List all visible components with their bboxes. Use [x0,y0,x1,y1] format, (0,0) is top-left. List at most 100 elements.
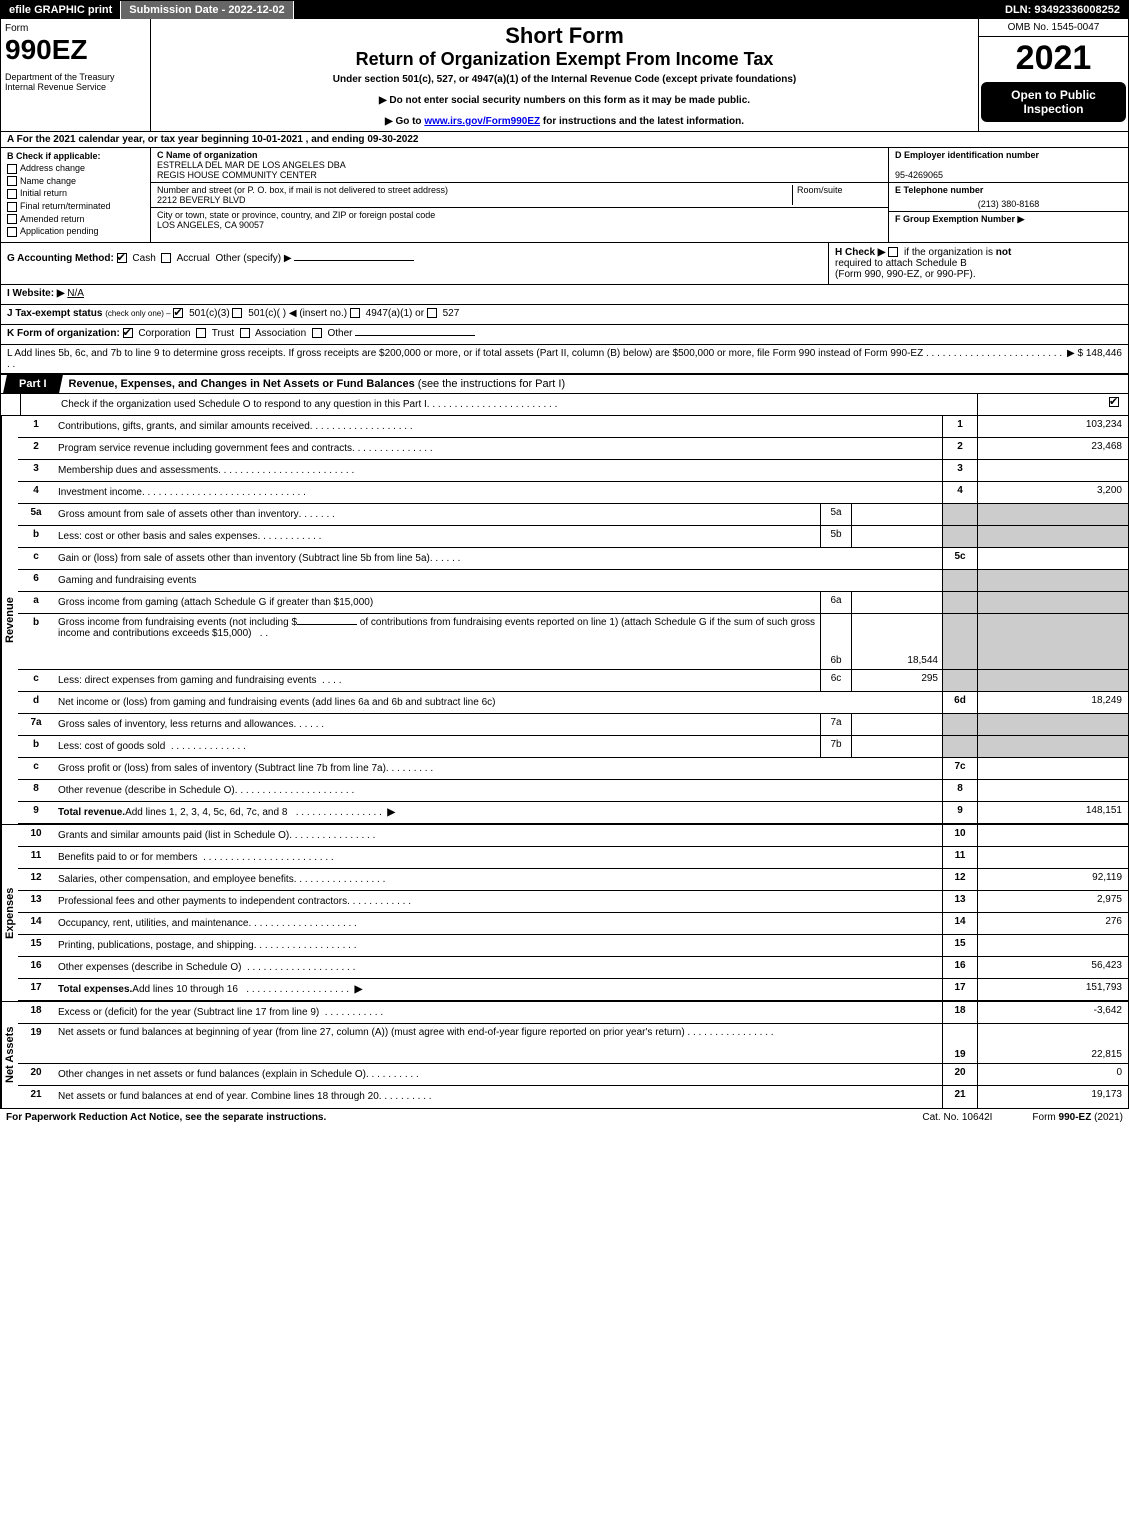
other-specify-input[interactable] [294,260,414,261]
j-sub: (check only one) ‒ [105,309,170,318]
h-label-3: required to attach Schedule B [835,258,967,269]
j-o4: 527 [443,308,460,319]
chk-corp-icon[interactable] [123,328,133,338]
chk-other-icon[interactable] [312,328,322,338]
checkbox-icon[interactable] [7,227,17,237]
j-o3: 4947(a)(1) or [366,308,424,319]
short-form-label: Short Form [155,23,974,49]
h-block: H Check ▶ if the organization is not req… [828,243,1128,284]
j-o1: 501(c)(3) [189,308,230,319]
line-5a: 5aGross amount from sale of assets other… [18,504,1128,526]
chk-4947-icon[interactable] [350,308,360,318]
line-7c: cGross profit or (loss) from sales of in… [18,758,1128,780]
k-o1: Corporation [138,328,190,339]
k-other-input[interactable] [355,335,475,336]
line-16: 16Other expenses (describe in Schedule O… [18,957,1128,979]
line-14: 14Occupancy, rent, utilities, and mainte… [18,913,1128,935]
line-6c: cLess: direct expenses from gaming and f… [18,670,1128,692]
address-block: Number and street (or P. O. box, if mail… [151,183,888,208]
chk-initial-return[interactable]: Initial return [7,188,144,199]
accrual-label: Accrual [177,253,210,264]
checkbox-h-icon[interactable] [888,247,898,257]
h-label-1: H Check ▶ [835,247,885,258]
chk-trust-icon[interactable] [196,328,206,338]
line-11: 11Benefits paid to or for members . . . … [18,847,1128,869]
i-label: I Website: ▶ [7,288,65,299]
line-8: 8Other revenue (describe in Schedule O) … [18,780,1128,802]
chk-application-pending[interactable]: Application pending [7,226,144,237]
chk-address-change[interactable]: Address change [7,163,144,174]
city-header: City or town, state or province, country… [157,210,435,220]
revenue-section: Revenue 1Contributions, gifts, grants, a… [1,416,1128,824]
line-6c-value: 295 [852,670,942,691]
chk-501c-icon[interactable] [232,308,242,318]
line-13-value: 2,975 [978,891,1128,912]
irs-link[interactable]: www.irs.gov/Form990EZ [424,116,540,127]
line-1-value: 103,234 [978,416,1128,437]
line-4-value: 3,200 [978,482,1128,503]
line-9: 9Total revenue. Add lines 1, 2, 3, 4, 5c… [18,802,1128,824]
checkbox-icon[interactable] [7,164,17,174]
street-address: 2212 BEVERLY BLVD [157,195,246,205]
expenses-tab: Expenses [1,825,18,1001]
line-19: 19Net assets or fund balances at beginni… [18,1024,1128,1064]
chk-label: Name change [20,176,76,186]
g-label: G Accounting Method: [7,253,114,264]
checkbox-icon[interactable] [7,189,17,199]
6b-contrib-input[interactable] [297,624,357,625]
chk-label: Address change [20,163,85,173]
chk-schedule-o-icon[interactable] [1109,397,1119,407]
line-21-value: 19,173 [978,1086,1128,1108]
addr-header: Number and street (or P. O. box, if mail… [157,185,448,195]
net-assets-tab: Net Assets [1,1002,18,1108]
instr-suffix: for instructions and the latest informat… [540,116,744,127]
j-o2b: ◀ (insert no.) [289,308,347,319]
line-6a: aGross income from gaming (attach Schedu… [18,592,1128,614]
arrow-icon: ▶ [355,984,363,995]
instruction-ssn: ▶ Do not enter social security numbers o… [155,95,974,106]
paperwork-notice: For Paperwork Reduction Act Notice, see … [6,1112,326,1123]
line-7b: bLess: cost of goods sold . . . . . . . … [18,736,1128,758]
line-4: 4Investment income . . . . . . . . . . .… [18,482,1128,504]
chk-527-icon[interactable] [427,308,437,318]
chk-501c3-icon[interactable] [173,308,183,318]
line-3: 3Membership dues and assessments . . . .… [18,460,1128,482]
l-gross-receipts-row: L Add lines 5b, 6c, and 7b to line 9 to … [1,345,1128,374]
telephone-block: E Telephone number (213) 380-8168 [889,183,1128,212]
k-o4: Other [327,328,352,339]
line-17-value: 151,793 [978,979,1128,1000]
checkbox-icon[interactable] [7,214,17,224]
chk-assoc-icon[interactable] [240,328,250,338]
b-header: B Check if applicable: [7,151,144,161]
submission-date-label: Submission Date - 2022-12-02 [121,1,293,19]
city-state-zip: LOS ANGELES, CA 90057 [157,220,264,230]
city-block: City or town, state or province, country… [151,208,888,232]
column-b: B Check if applicable: Address change Na… [1,148,151,242]
check-schedule-o-text: Check if the organization used Schedule … [57,394,942,415]
header-left: Form 990EZ Department of the Treasury In… [1,19,151,131]
checkbox-icon[interactable] [7,176,17,186]
part-1-badge: Part I [3,375,62,393]
footer-row: For Paperwork Reduction Act Notice, see … [0,1109,1129,1126]
form-footer-label: Form 990-EZ (2021) [1032,1112,1123,1123]
line-6d: dNet income or (loss) from gaming and fu… [18,692,1128,714]
room-suite-label: Room/suite [792,185,882,205]
checkbox-cash-icon[interactable] [117,253,127,263]
h-label-2: if the organization is [904,247,996,258]
efile-print-label[interactable]: efile GRAPHIC print [1,1,121,19]
chk-final-return[interactable]: Final return/terminated [7,201,144,212]
line-7a: 7aGross sales of inventory, less returns… [18,714,1128,736]
checkbox-accrual-icon[interactable] [161,253,171,263]
revenue-tab: Revenue [1,416,18,824]
j-tax-exempt-row: J Tax-exempt status (check only one) ‒ 5… [1,305,1128,325]
chk-amended-return[interactable]: Amended return [7,214,144,225]
checkbox-icon[interactable] [7,202,17,212]
line-9-value: 148,151 [978,802,1128,823]
k-label: K Form of organization: [7,328,120,339]
chk-name-change[interactable]: Name change [7,176,144,187]
line-6: 6Gaming and fundraising events [18,570,1128,592]
line-6b: bGross income from fundraising events (n… [18,614,1128,670]
line-3-value [978,460,1128,481]
k-o2: Trust [212,328,234,339]
expenses-section: Expenses 10Grants and similar amounts pa… [1,824,1128,1001]
